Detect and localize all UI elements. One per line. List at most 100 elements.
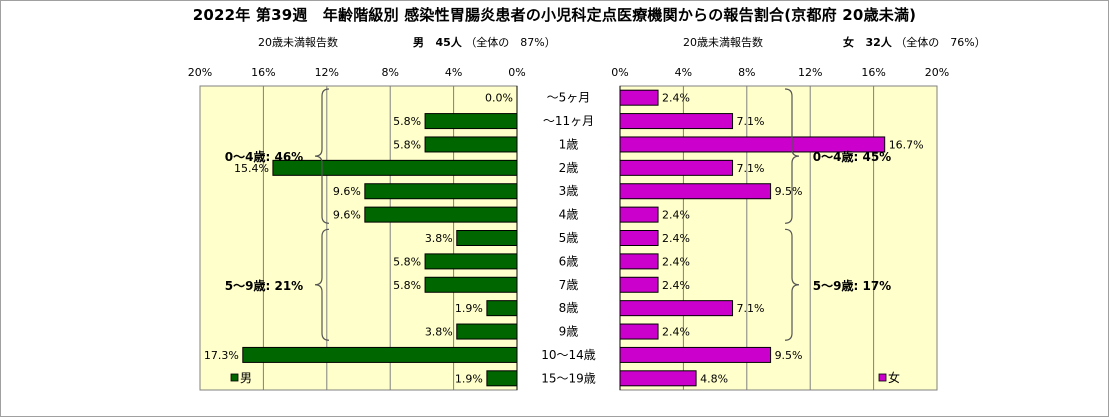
left-header-number: 45人 bbox=[435, 36, 462, 49]
left-tick-label: 0% bbox=[508, 66, 525, 79]
category-label: ～11ヶ月 bbox=[543, 114, 594, 128]
female-bar bbox=[619, 183, 772, 200]
female-data-label: 2.4% bbox=[662, 92, 690, 105]
female-bar bbox=[619, 230, 659, 246]
right-header-label: 20歳未満報告数 bbox=[683, 36, 763, 49]
female-legend-label: 女 bbox=[888, 370, 900, 385]
male-data-label: 1.9% bbox=[455, 372, 483, 385]
right-header-sex: 女 bbox=[843, 36, 854, 49]
male-data-label: 5.8% bbox=[393, 255, 421, 268]
left-header-label: 20歳未満報告数 bbox=[258, 36, 338, 49]
male-data-label: 5.8% bbox=[393, 115, 421, 128]
right-tick-label: 8% bbox=[738, 66, 755, 79]
right-tick-label: 0% bbox=[611, 66, 628, 79]
female-bar bbox=[619, 206, 659, 223]
right-header-share: （全体の 76%） bbox=[895, 36, 986, 49]
male-data-label: 3.8% bbox=[425, 326, 453, 339]
female-data-label: 9.5% bbox=[775, 185, 803, 198]
left-tick-label: 8% bbox=[381, 66, 398, 79]
male-legend-label: 男 bbox=[240, 371, 252, 385]
male-bar bbox=[456, 323, 518, 340]
female-data-label: 2.4% bbox=[662, 279, 690, 292]
female-bar bbox=[619, 300, 734, 317]
left-age-group-annotation: 0～4歳: 46% bbox=[225, 149, 303, 164]
category-label: 2歳 bbox=[559, 161, 579, 175]
left-header-count: 男 45人 （全体の 87%） bbox=[413, 34, 556, 50]
male-bar bbox=[272, 159, 518, 176]
male-data-label: 5.8% bbox=[393, 279, 421, 292]
category-label: 7歳 bbox=[559, 278, 579, 292]
male-bar bbox=[486, 370, 518, 387]
category-label: 10～14歳 bbox=[541, 348, 596, 362]
male-data-label: 17.3% bbox=[204, 349, 239, 362]
female-legend-swatch bbox=[878, 373, 887, 382]
male-data-label: 9.6% bbox=[333, 209, 361, 222]
chart-title: 2022年 第39週 年齢階級別 感染性胃腸炎患者の小児科定点医療機関からの報告… bbox=[192, 6, 917, 24]
right-tick-label: 16% bbox=[861, 66, 885, 79]
female-bar bbox=[619, 253, 659, 270]
left-age-bracket bbox=[314, 228, 330, 341]
male-data-label: 0.0% bbox=[485, 92, 513, 105]
category-label: 6歳 bbox=[559, 254, 579, 268]
right-header-count: 女 32人 （全体の 76%） bbox=[843, 34, 986, 50]
male-bar bbox=[486, 300, 518, 317]
right-tick-label: 20% bbox=[925, 66, 949, 79]
male-data-label: 9.6% bbox=[333, 185, 361, 198]
category-label: 1歳 bbox=[559, 137, 579, 151]
male-bar bbox=[424, 276, 518, 293]
right-tick-label: 12% bbox=[798, 66, 822, 79]
right-age-group-annotation: 0～4歳: 45% bbox=[813, 149, 891, 164]
category-label: 9歳 bbox=[559, 325, 579, 339]
female-bar bbox=[619, 113, 734, 130]
male-bar bbox=[424, 136, 518, 153]
female-data-label: 2.4% bbox=[662, 232, 690, 245]
category-label: 8歳 bbox=[559, 301, 579, 315]
male-bar bbox=[456, 230, 518, 246]
category-label: 15～19歳 bbox=[541, 371, 596, 385]
male-data-label: 1.9% bbox=[455, 302, 483, 315]
male-bar bbox=[424, 113, 518, 130]
female-bar bbox=[619, 159, 734, 176]
male-data-label: 5.8% bbox=[393, 138, 421, 151]
category-label: 4歳 bbox=[559, 208, 579, 222]
female-data-label: 7.1% bbox=[737, 302, 765, 315]
female-bar bbox=[619, 346, 772, 363]
left-header-share: （全体の 87%） bbox=[465, 36, 556, 49]
left-age-group-annotation: 5～9歳: 21% bbox=[225, 278, 303, 293]
male-data-label: 3.8% bbox=[425, 232, 453, 245]
female-data-label: 2.4% bbox=[662, 255, 690, 268]
female-data-label: 16.7% bbox=[889, 138, 924, 151]
male-bar bbox=[242, 346, 518, 363]
female-bar bbox=[619, 323, 659, 340]
male-bar bbox=[364, 206, 518, 223]
female-data-label: 7.1% bbox=[737, 115, 765, 128]
left-header-sex: 男 bbox=[413, 36, 424, 49]
right-header-number: 32人 bbox=[865, 36, 892, 49]
female-bar bbox=[619, 276, 659, 293]
male-bar bbox=[364, 183, 518, 200]
right-age-group-annotation: 5～9歳: 17% bbox=[813, 278, 891, 293]
left-tick-label: 20% bbox=[188, 66, 212, 79]
male-data-label: 15.4% bbox=[234, 162, 269, 175]
right-tick-label: 4% bbox=[675, 66, 692, 79]
female-data-label: 7.1% bbox=[737, 162, 765, 175]
female-data-label: 2.4% bbox=[662, 209, 690, 222]
female-bar bbox=[619, 370, 697, 387]
left-age-bracket bbox=[314, 88, 330, 224]
left-tick-label: 12% bbox=[315, 66, 339, 79]
left-tick-label: 4% bbox=[445, 66, 462, 79]
female-data-label: 2.4% bbox=[662, 326, 690, 339]
female-data-label: 9.5% bbox=[775, 349, 803, 362]
category-label: 5歳 bbox=[559, 231, 579, 245]
male-legend-swatch bbox=[230, 373, 239, 382]
category-label: ～5ヶ月 bbox=[547, 91, 591, 105]
male-bar bbox=[424, 253, 518, 270]
female-bar bbox=[619, 89, 659, 106]
right-age-bracket bbox=[784, 88, 800, 224]
right-age-bracket bbox=[784, 228, 800, 341]
left-tick-label: 16% bbox=[251, 66, 275, 79]
category-label: 3歳 bbox=[559, 184, 579, 198]
female-data-label: 4.8% bbox=[700, 372, 728, 385]
